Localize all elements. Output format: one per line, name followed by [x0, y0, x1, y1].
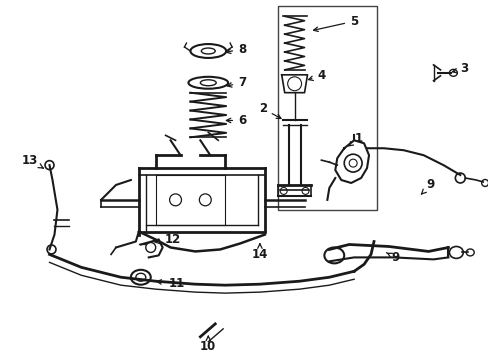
Bar: [278, 6, 377, 210]
Text: 4: 4: [309, 69, 325, 82]
Text: 10: 10: [200, 336, 217, 353]
Text: 7: 7: [227, 76, 246, 89]
Text: 9: 9: [387, 251, 400, 264]
Text: 13: 13: [22, 154, 43, 168]
Text: 5: 5: [314, 15, 358, 31]
Text: 8: 8: [226, 42, 246, 55]
Text: 6: 6: [226, 114, 246, 127]
Text: 2: 2: [259, 102, 281, 118]
Text: 1: 1: [348, 132, 363, 146]
Text: 11: 11: [157, 277, 185, 290]
Text: 14: 14: [252, 244, 268, 261]
Text: 12: 12: [155, 233, 181, 246]
Text: 3: 3: [452, 62, 468, 75]
Text: 9: 9: [421, 179, 435, 194]
